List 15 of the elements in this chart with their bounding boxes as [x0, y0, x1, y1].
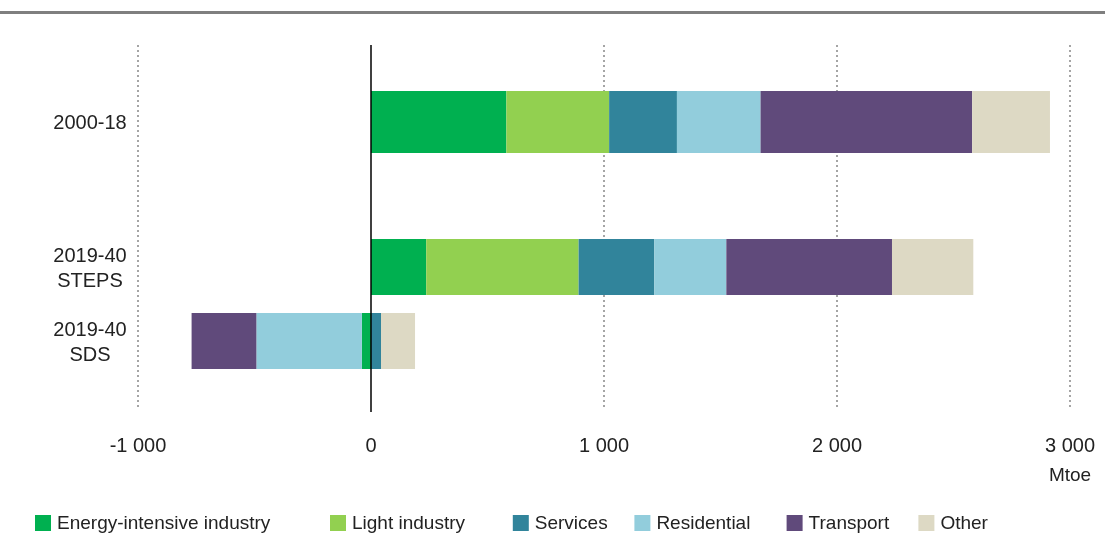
x-tick-label: 3 000	[1044, 434, 1096, 456]
y-tick-label: 2019-40 SDS	[53, 318, 127, 365]
legend-label: Light industry	[352, 512, 466, 533]
legend-label: Other	[940, 512, 989, 533]
y-tick-label: 2019-40 STEPS	[53, 244, 127, 291]
x-tick-label: 0	[365, 434, 377, 456]
x-axis-title: Mtoe	[1048, 464, 1092, 485]
legend-label: Services	[534, 512, 608, 533]
y-tick-label: 2000-18	[53, 111, 127, 133]
legend-label: Energy-intensive industry	[57, 512, 271, 533]
x-tick-label: 1 000	[578, 434, 630, 456]
x-tick-label: 2 000	[811, 434, 863, 456]
legend-label: Transport	[808, 512, 890, 533]
legend-label: Residential	[656, 512, 751, 533]
x-tick-label: -1 000	[109, 434, 167, 456]
